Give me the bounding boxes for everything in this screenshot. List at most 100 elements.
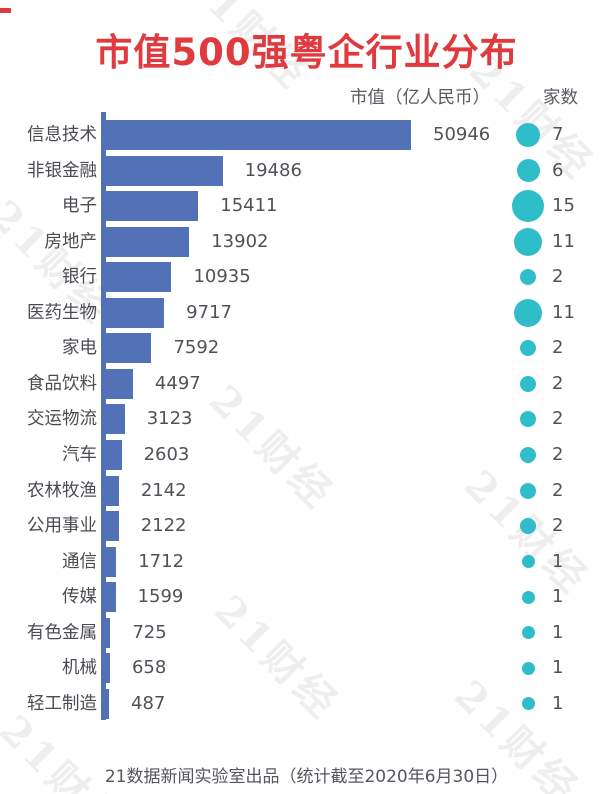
count-bubble bbox=[514, 298, 542, 327]
value-bar bbox=[106, 546, 117, 577]
count-label: 2 bbox=[552, 266, 564, 288]
count-label: 2 bbox=[552, 372, 564, 394]
count-bubble bbox=[520, 446, 536, 463]
count-label: 1 bbox=[552, 657, 564, 679]
value-label: 2603 bbox=[143, 443, 190, 465]
value-bar bbox=[106, 120, 411, 150]
chart-row: 食品饮料 4497 2 bbox=[0, 368, 613, 399]
chart-row: 房地产 13902 11 bbox=[0, 226, 613, 257]
value-bar bbox=[106, 297, 165, 328]
value-label: 2122 bbox=[140, 515, 187, 537]
footer-credit: 21数据新闻实验室出品（统计截至2020年6月30日） bbox=[104, 767, 509, 787]
chart-row: 非银金融 19486 6 bbox=[0, 155, 613, 186]
value-bar bbox=[106, 155, 223, 186]
value-bar bbox=[106, 333, 152, 364]
value-label: 1599 bbox=[137, 586, 184, 608]
count-label: 1 bbox=[552, 550, 564, 572]
value-label: 19486 bbox=[244, 159, 302, 181]
chart-row: 机械 658 1 bbox=[0, 653, 613, 684]
count-label: 1 bbox=[552, 621, 564, 643]
category-label: 农林牧渔 bbox=[27, 480, 97, 501]
value-label: 10935 bbox=[193, 266, 251, 288]
value-label: 725 bbox=[132, 621, 167, 643]
value-label: 2142 bbox=[140, 479, 187, 501]
value-label: 4497 bbox=[154, 372, 201, 394]
value-label: 15411 bbox=[220, 195, 278, 217]
count-label: 1 bbox=[552, 692, 564, 714]
value-bar bbox=[106, 404, 125, 435]
chart-row: 公用事业 2122 2 bbox=[0, 511, 613, 542]
corner-red-dash bbox=[0, 8, 11, 13]
count-label: 2 bbox=[552, 479, 564, 501]
value-bar bbox=[106, 226, 190, 257]
count-bubble bbox=[521, 661, 535, 675]
count-label: 2 bbox=[552, 408, 564, 430]
value-bar bbox=[106, 617, 111, 648]
count-bubble bbox=[512, 190, 544, 223]
value-label: 658 bbox=[131, 657, 167, 679]
value-label: 9717 bbox=[186, 301, 232, 323]
chart-row: 有色金属 725 1 bbox=[0, 617, 613, 648]
count-bubble bbox=[521, 697, 535, 711]
category-label: 传媒 bbox=[62, 587, 97, 608]
value-bar bbox=[106, 582, 116, 613]
category-label: 食品饮料 bbox=[27, 373, 97, 394]
count-label: 1 bbox=[552, 586, 564, 608]
count-bubble bbox=[520, 340, 536, 357]
count-label: 15 bbox=[552, 195, 575, 217]
chart-row: 轻工制造 487 1 bbox=[0, 688, 613, 719]
count-label: 2 bbox=[552, 443, 564, 465]
count-label: 6 bbox=[552, 159, 564, 181]
count-bubble bbox=[514, 227, 542, 256]
axis-line bbox=[101, 112, 106, 720]
category-label: 银行 bbox=[62, 267, 97, 288]
chart-row: 信息技术 50946 7 bbox=[0, 120, 613, 150]
category-label: 电子 bbox=[62, 196, 97, 217]
category-label: 房地产 bbox=[44, 231, 98, 252]
value-label: 487 bbox=[131, 692, 166, 714]
value-bar bbox=[106, 262, 172, 293]
count-bubble bbox=[520, 518, 536, 535]
value-bar bbox=[106, 688, 109, 719]
chart-row: 传媒 1599 1 bbox=[0, 582, 613, 613]
count-label: 2 bbox=[552, 337, 564, 359]
value-bar bbox=[106, 191, 199, 222]
count-bubble bbox=[516, 159, 540, 183]
chart-title: 市值500强粤企行业分布 bbox=[95, 31, 518, 74]
count-bubble bbox=[516, 123, 540, 147]
count-bubble bbox=[520, 411, 536, 428]
value-bar bbox=[106, 368, 133, 399]
chart-row: 交运物流 3123 2 bbox=[0, 404, 613, 435]
chart-row: 通信 1712 1 bbox=[0, 546, 613, 577]
category-label: 医药生物 bbox=[27, 302, 97, 323]
chart-row: 医药生物 9717 11 bbox=[0, 297, 613, 328]
value-bar bbox=[106, 475, 119, 506]
value-label: 7592 bbox=[173, 337, 220, 359]
value-label: 13902 bbox=[211, 230, 269, 252]
category-label: 机械 bbox=[62, 658, 97, 679]
value-bar bbox=[106, 653, 110, 684]
chart-row: 电子 15411 15 bbox=[0, 190, 613, 223]
count-bubble bbox=[521, 555, 535, 569]
category-label: 交运物流 bbox=[27, 409, 97, 430]
count-label: 2 bbox=[552, 515, 564, 537]
count-bubble bbox=[520, 375, 536, 392]
chart-row: 农林牧渔 2142 2 bbox=[0, 475, 613, 506]
category-label: 汽车 bbox=[62, 444, 97, 465]
count-label: 11 bbox=[552, 301, 575, 323]
count-label: 7 bbox=[552, 124, 564, 145]
value-column-header: 市值（亿人民币） bbox=[350, 88, 490, 108]
value-label: 3123 bbox=[146, 408, 193, 430]
value-label: 50946 bbox=[433, 124, 491, 145]
category-label: 非银金融 bbox=[27, 160, 97, 181]
count-bubble bbox=[521, 590, 535, 604]
category-label: 家电 bbox=[62, 338, 97, 359]
category-label: 轻工制造 bbox=[27, 693, 97, 714]
count-bubble bbox=[520, 482, 536, 499]
count-column-header: 家数 bbox=[543, 88, 578, 108]
value-bar bbox=[106, 439, 122, 470]
value-bar bbox=[106, 511, 119, 542]
count-bubble bbox=[520, 269, 536, 286]
chart-row: 银行 10935 2 bbox=[0, 262, 613, 293]
